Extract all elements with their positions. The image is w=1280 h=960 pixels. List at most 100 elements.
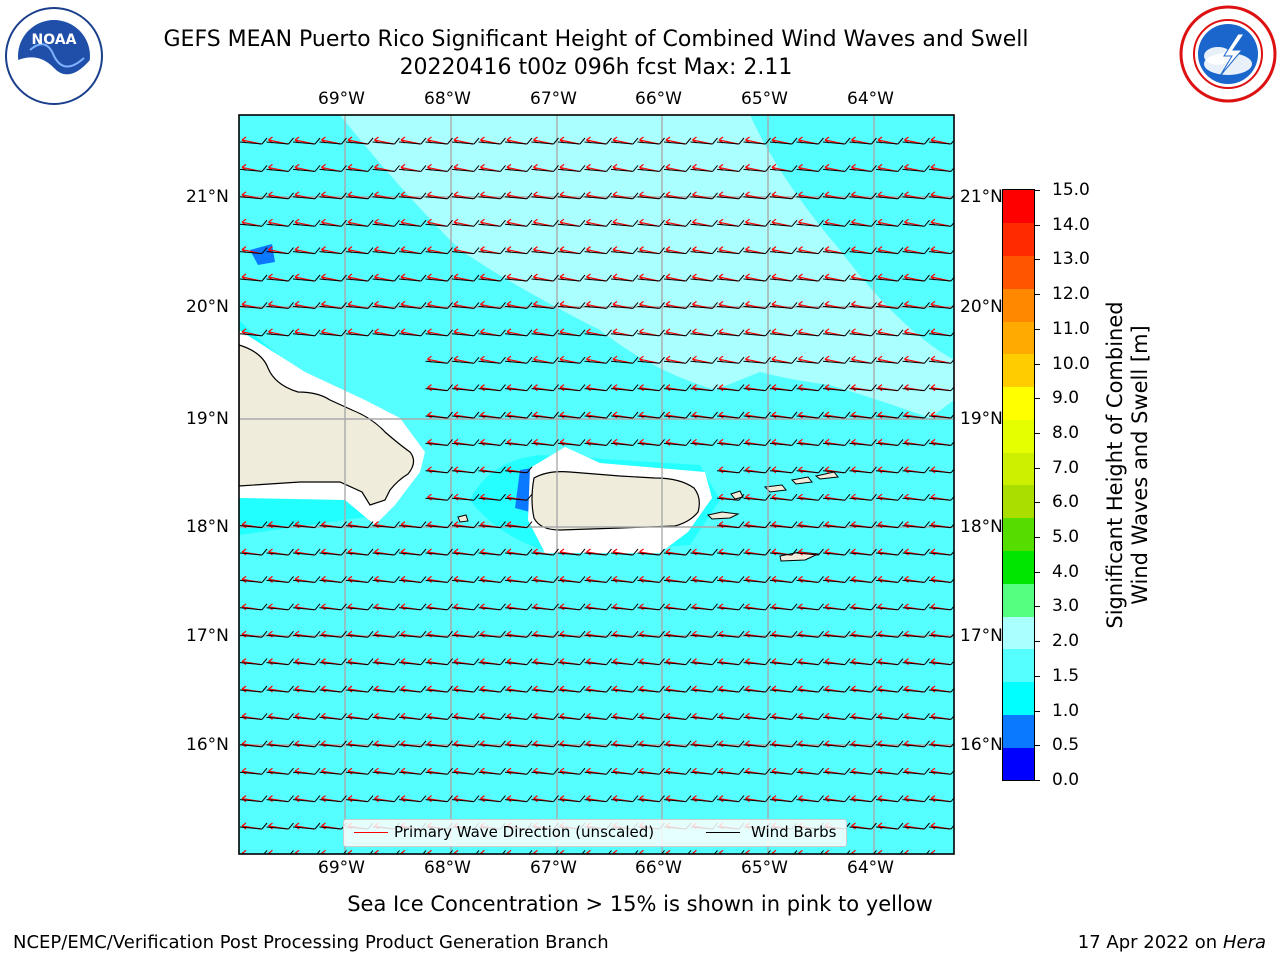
wind-barb [875, 466, 904, 474]
wind-barb [425, 439, 453, 446]
wind-barb [902, 548, 930, 556]
wind-barb [822, 165, 851, 172]
wind-barb [610, 685, 639, 693]
wind-barb [716, 630, 745, 638]
wind-barb [239, 630, 268, 638]
wind-barb [849, 795, 877, 803]
wind-barb [425, 630, 453, 638]
lon-label-bottom: 64°W [847, 858, 894, 878]
wind-barb [319, 685, 347, 693]
wind-barb [822, 192, 851, 200]
wind-barb [637, 795, 665, 803]
wind-barb [796, 466, 824, 474]
wind-barb [849, 247, 877, 255]
wind-barb [822, 713, 851, 720]
wind-barb [531, 165, 559, 172]
wind-barb [584, 137, 612, 145]
wind-barb [610, 795, 639, 803]
wind-barb [345, 795, 374, 803]
wind-barb [663, 329, 692, 337]
colorbar-tick-label: 0.0 [1052, 770, 1080, 790]
wind-barb [796, 137, 824, 145]
wind-barb [584, 302, 612, 309]
wind-barb [849, 439, 877, 446]
wind-barb [531, 630, 559, 638]
colorbar-tick-mark [1034, 259, 1040, 261]
wind-barb [663, 165, 692, 172]
wind-barb [637, 713, 665, 720]
wind-barb [266, 630, 294, 638]
wind-barb [478, 576, 506, 583]
wind-barb [345, 603, 374, 611]
wind-barb [769, 521, 798, 529]
wind-barb [875, 384, 904, 392]
wind-barb [531, 219, 559, 227]
wind-barb [504, 192, 533, 200]
wind-barb [769, 713, 798, 720]
wind-barb [504, 302, 533, 309]
wind-barb [239, 576, 268, 583]
wind-barb [478, 329, 506, 337]
wind-barb [345, 685, 374, 693]
wind-barb [849, 384, 877, 392]
wind-barb [690, 630, 718, 638]
wind-barb [875, 247, 904, 255]
colorbar-tick-label: 14.0 [1052, 214, 1090, 235]
wind-barb [849, 274, 877, 282]
wind-barb [266, 247, 294, 255]
wind-barb [425, 247, 453, 255]
wind-barb [743, 411, 771, 419]
wind-barb [557, 740, 586, 748]
colorbar-tick-label: 5.0 [1052, 527, 1080, 548]
wind-barb [610, 767, 639, 775]
wind-barb [398, 137, 427, 145]
wind-barb [796, 685, 824, 693]
wind-barb [239, 192, 268, 200]
wind-barb [266, 274, 294, 282]
wind-barb [504, 411, 533, 419]
lat-label-left: 18°N [186, 517, 229, 537]
wind-barb [557, 713, 586, 720]
lat-label-right: 20°N [960, 297, 1003, 317]
wind-barb [796, 713, 824, 720]
wind-barb [769, 356, 798, 364]
colorbar-band [1003, 255, 1034, 289]
wind-barb [849, 411, 877, 419]
wind-barb [743, 576, 771, 583]
wind-barb [637, 329, 665, 337]
colorbar-tick-label: 1.0 [1052, 700, 1080, 721]
wind-barb [504, 466, 533, 474]
wind-barb [451, 466, 480, 474]
wind-barb [478, 466, 506, 474]
wind-barb [319, 302, 347, 309]
lon-label-top: 64°W [847, 89, 894, 109]
wind-barb [610, 658, 639, 666]
wind-barb [372, 740, 400, 748]
wind-barb [531, 548, 559, 556]
wind-barb [345, 740, 374, 748]
wind-barb [266, 822, 294, 830]
wind-barb [239, 521, 268, 529]
island-virgin-2 [790, 476, 813, 485]
colorbar-tick-mark [1034, 745, 1040, 747]
wind-barb [769, 384, 798, 392]
wind-barb [769, 137, 798, 145]
wind-barb [531, 795, 559, 803]
wind-barb [769, 466, 798, 474]
wind-barb [266, 658, 294, 666]
colorbar-tick-mark [1034, 571, 1040, 573]
wind-barb [266, 302, 294, 309]
wind-barb [345, 767, 374, 775]
wind-barb [716, 795, 745, 803]
wind-barb [822, 603, 851, 611]
wind-barb [292, 603, 321, 611]
wind-barb [398, 630, 427, 638]
wind-barb [425, 329, 453, 337]
wind-barb [266, 603, 294, 611]
colorbar-tick-label: 9.0 [1052, 388, 1080, 409]
colorbar-tick-mark [1034, 190, 1040, 191]
wind-barb [743, 274, 771, 282]
wind-barb [451, 576, 480, 583]
wind-barb [584, 740, 612, 748]
wind-barb [902, 795, 930, 803]
